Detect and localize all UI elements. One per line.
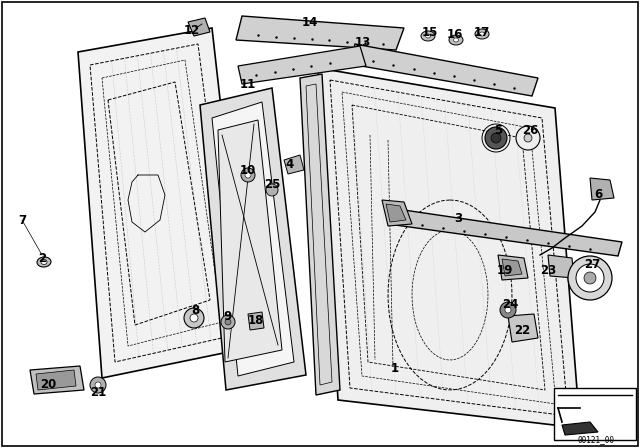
Text: 9: 9 [224, 310, 232, 323]
Circle shape [225, 319, 231, 325]
Polygon shape [30, 366, 84, 394]
Circle shape [266, 184, 278, 196]
Circle shape [184, 308, 204, 328]
Circle shape [500, 302, 516, 318]
Polygon shape [382, 200, 412, 226]
Text: 17: 17 [474, 26, 490, 39]
Text: 24: 24 [502, 298, 518, 311]
Polygon shape [284, 155, 304, 174]
Circle shape [505, 307, 511, 313]
Bar [554, 388, 636, 440]
Circle shape [221, 315, 235, 329]
Text: 22: 22 [514, 323, 530, 336]
Text: 13: 13 [355, 35, 371, 48]
Text: 21: 21 [90, 385, 106, 399]
Circle shape [524, 134, 532, 142]
Polygon shape [248, 312, 264, 330]
Text: 5: 5 [494, 124, 502, 137]
Ellipse shape [426, 34, 431, 38]
Circle shape [576, 264, 604, 292]
Text: 00121_00: 00121_00 [577, 435, 614, 444]
Polygon shape [78, 28, 248, 378]
Polygon shape [200, 88, 306, 390]
Text: 26: 26 [522, 124, 538, 137]
Circle shape [491, 133, 501, 143]
Polygon shape [238, 46, 366, 84]
Text: 14: 14 [302, 16, 318, 29]
Circle shape [95, 382, 101, 388]
Circle shape [90, 377, 106, 393]
Text: 11: 11 [240, 78, 256, 91]
Ellipse shape [41, 259, 47, 264]
Polygon shape [318, 68, 580, 428]
Circle shape [568, 256, 612, 300]
Text: 3: 3 [454, 211, 462, 224]
Polygon shape [188, 18, 210, 36]
Polygon shape [218, 120, 282, 362]
Text: 1: 1 [391, 362, 399, 375]
Polygon shape [386, 204, 406, 222]
Text: 15: 15 [422, 26, 438, 39]
Text: 19: 19 [497, 263, 513, 276]
Polygon shape [502, 259, 522, 276]
Polygon shape [350, 44, 538, 96]
Polygon shape [212, 102, 294, 376]
Ellipse shape [454, 38, 458, 42]
Text: 20: 20 [40, 379, 56, 392]
Text: 12: 12 [184, 23, 200, 36]
Text: 27: 27 [584, 258, 600, 271]
Polygon shape [508, 314, 538, 342]
Text: 23: 23 [540, 263, 556, 276]
Polygon shape [562, 422, 598, 435]
Text: 10: 10 [240, 164, 256, 177]
Text: 6: 6 [594, 189, 602, 202]
Circle shape [245, 172, 251, 178]
Circle shape [190, 314, 198, 322]
Polygon shape [590, 178, 614, 200]
Circle shape [241, 168, 255, 182]
Ellipse shape [475, 29, 489, 39]
Text: 8: 8 [191, 303, 199, 316]
Text: 7: 7 [18, 214, 26, 227]
Polygon shape [236, 16, 404, 50]
Ellipse shape [479, 32, 484, 36]
Text: 2: 2 [38, 251, 46, 264]
Ellipse shape [421, 31, 435, 41]
Text: 16: 16 [447, 29, 463, 42]
Text: 18: 18 [248, 314, 264, 327]
Circle shape [516, 126, 540, 150]
Polygon shape [388, 208, 622, 256]
Circle shape [584, 272, 596, 284]
Circle shape [485, 127, 507, 149]
Text: 25: 25 [264, 178, 280, 191]
Polygon shape [300, 74, 340, 395]
Ellipse shape [37, 257, 51, 267]
Text: 4: 4 [286, 159, 294, 172]
Ellipse shape [449, 35, 463, 45]
Polygon shape [36, 370, 76, 390]
Polygon shape [548, 255, 574, 278]
Polygon shape [498, 255, 528, 280]
